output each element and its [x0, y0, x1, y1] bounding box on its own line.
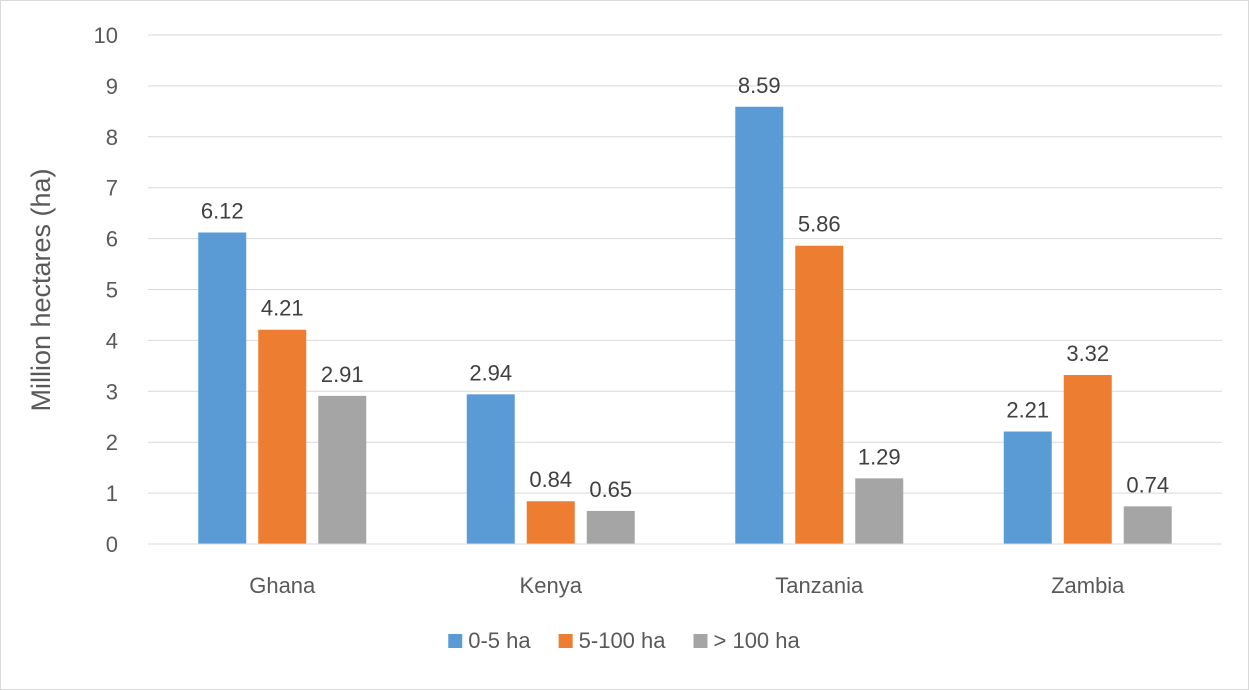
x-axis-categories: Ghana Kenya Tanzania Zambia — [249, 573, 1125, 598]
bar — [526, 501, 575, 544]
y-tick-label: 2 — [106, 430, 118, 455]
y-axis-label: Million hectares (ha) — [26, 168, 56, 411]
bar — [1063, 375, 1112, 544]
data-label: 8.59 — [738, 73, 781, 98]
data-label: 6.12 — [201, 198, 244, 223]
x-category-label: Zambia — [1051, 573, 1125, 598]
y-tick-label: 4 — [106, 328, 118, 353]
legend: 0-5 ha 5-100 ha > 100 ha — [448, 628, 801, 653]
data-label: 3.32 — [1066, 341, 1109, 366]
bars — [198, 106, 1172, 545]
y-axis-ticks: 0 1 2 3 4 5 6 7 8 9 10 — [94, 23, 118, 557]
bar — [855, 478, 904, 544]
bar — [318, 395, 367, 544]
data-label: 4.21 — [261, 296, 304, 321]
y-tick-label: 6 — [106, 227, 118, 252]
gridlines — [148, 34, 1222, 494]
data-label: 2.21 — [1006, 398, 1049, 423]
y-tick-label: 10 — [94, 23, 118, 48]
legend-label: > 100 ha — [714, 628, 801, 653]
y-tick-label: 0 — [106, 532, 118, 557]
x-category-label: Ghana — [249, 573, 316, 598]
bar — [258, 329, 307, 544]
legend-swatch — [558, 634, 573, 648]
bar — [466, 394, 515, 544]
bar — [198, 232, 247, 544]
legend-swatch — [448, 634, 463, 648]
data-labels: 6.12 4.21 2.91 2.94 0.84 0.65 8.59 5.86 1.29 2.21… — [201, 73, 1169, 502]
bar — [586, 510, 635, 544]
bar — [1003, 431, 1052, 544]
data-label: 2.91 — [321, 362, 364, 387]
y-tick-label: 1 — [106, 481, 118, 506]
data-label: 1.29 — [858, 444, 901, 469]
legend-swatch — [693, 634, 708, 648]
bar — [735, 106, 784, 545]
bar — [1123, 506, 1172, 544]
y-tick-label: 7 — [106, 176, 118, 201]
x-category-label: Kenya — [520, 573, 583, 598]
y-tick-label: 3 — [106, 379, 118, 404]
data-label: 2.94 — [469, 360, 512, 385]
bar — [795, 245, 844, 544]
data-label: 0.65 — [589, 477, 632, 502]
y-tick-label: 8 — [106, 125, 118, 150]
legend-label: 5-100 ha — [579, 628, 667, 653]
y-tick-label: 9 — [106, 74, 118, 99]
data-label: 5.86 — [798, 212, 841, 237]
legend-label: 0-5 ha — [468, 628, 531, 653]
y-tick-label: 5 — [106, 278, 118, 303]
data-label: 0.74 — [1126, 472, 1169, 497]
x-category-label: Tanzania — [775, 573, 864, 598]
data-label: 0.84 — [529, 467, 572, 492]
